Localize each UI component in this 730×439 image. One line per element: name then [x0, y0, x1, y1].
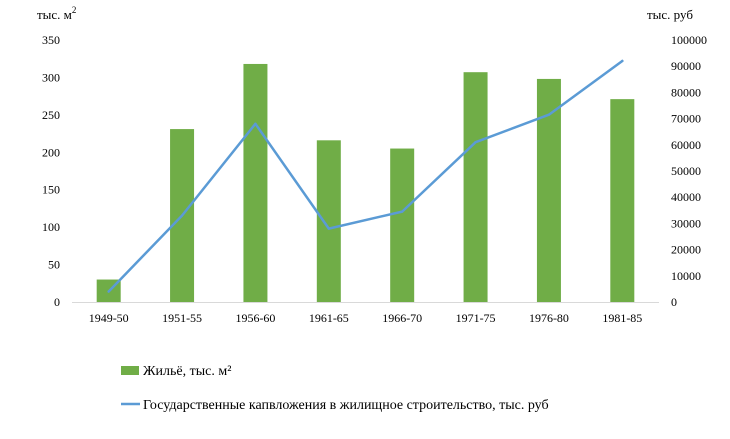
y-left-tick-label: 50	[48, 258, 60, 272]
y-right-tick-label: 50000	[671, 164, 701, 178]
y-left-tick-label: 350	[42, 33, 60, 47]
y-right-tick-label: 80000	[671, 85, 701, 99]
investment-point-1951-55	[180, 214, 184, 217]
bar-1976-80	[536, 78, 561, 302]
x-tick-label: 1951-55	[162, 311, 202, 325]
investment-point-1981-85	[621, 59, 624, 63]
investment-point-1976-80	[547, 113, 551, 116]
y-right-tick-label: 40000	[671, 190, 701, 204]
y-right-tick-label: 90000	[671, 59, 701, 73]
bar-1971-75	[463, 72, 488, 302]
y-left-tick-label: 150	[42, 183, 60, 197]
bar-1961-65	[316, 140, 341, 302]
legend-label-housing: Жильё, тыс. м²	[143, 364, 231, 379]
x-tick-label: 1949-50	[89, 311, 129, 325]
left-axis-unit-label: тыс. м2	[37, 5, 76, 22]
investment-point-1971-75	[474, 140, 477, 144]
y-left-tick-label: 0	[54, 295, 60, 309]
y-right-tick-label: 20000	[671, 243, 701, 257]
x-tick-label: 1981-85	[602, 311, 642, 325]
y-right-tick-label: 30000	[671, 216, 701, 230]
legend-label-investment: Государственные капвложения в жилищное с…	[143, 398, 549, 413]
bar-1966-70	[390, 148, 415, 302]
y-right-tick-label: 70000	[671, 112, 701, 126]
investment-point-1949-50	[107, 290, 110, 293]
y-right-tick-label: 0	[671, 295, 677, 309]
legend-swatch-housing	[121, 366, 139, 375]
x-axis-ticks: 1949-50 1951-55 1956-60 1961-65 1966-70 1971-…	[89, 311, 643, 325]
bar-1981-85	[610, 99, 635, 302]
y-left-tick-label: 200	[42, 145, 60, 159]
y-left-tick-label: 300	[42, 70, 60, 84]
right-axis-unit-label: тыс. руб	[647, 7, 693, 22]
x-tick-label: 1956-60	[235, 311, 275, 325]
x-tick-label: 1966-70	[382, 311, 422, 325]
y-axis-left-ticks: 0 50 100 150 200 250 300 350	[42, 33, 60, 309]
y-right-tick-label: 10000	[671, 269, 701, 283]
x-tick-label: 1971-75	[456, 311, 496, 325]
investment-line	[107, 59, 624, 293]
line-series	[107, 59, 624, 293]
x-tick-label: 1961-65	[309, 311, 349, 325]
y-left-tick-label: 250	[42, 108, 60, 122]
legend: Жильё, тыс. м² Государственные капвложен…	[121, 364, 549, 413]
bar-series	[96, 63, 635, 302]
investment-point-1961-65	[327, 227, 331, 230]
bar-1956-60	[243, 63, 268, 302]
y-left-tick-label: 100	[42, 220, 60, 234]
left-axis-unit-superscript: 2	[72, 5, 77, 15]
investment-point-1956-60	[254, 122, 257, 126]
investment-point-1966-70	[400, 210, 404, 213]
x-tick-label: 1976-80	[529, 311, 569, 325]
y-right-tick-label: 60000	[671, 138, 701, 152]
y-right-tick-label: 100000	[671, 33, 707, 47]
y-axis-right-ticks: 0 10000 20000 30000 40000 50000 60000 70000 8000…	[671, 33, 707, 309]
